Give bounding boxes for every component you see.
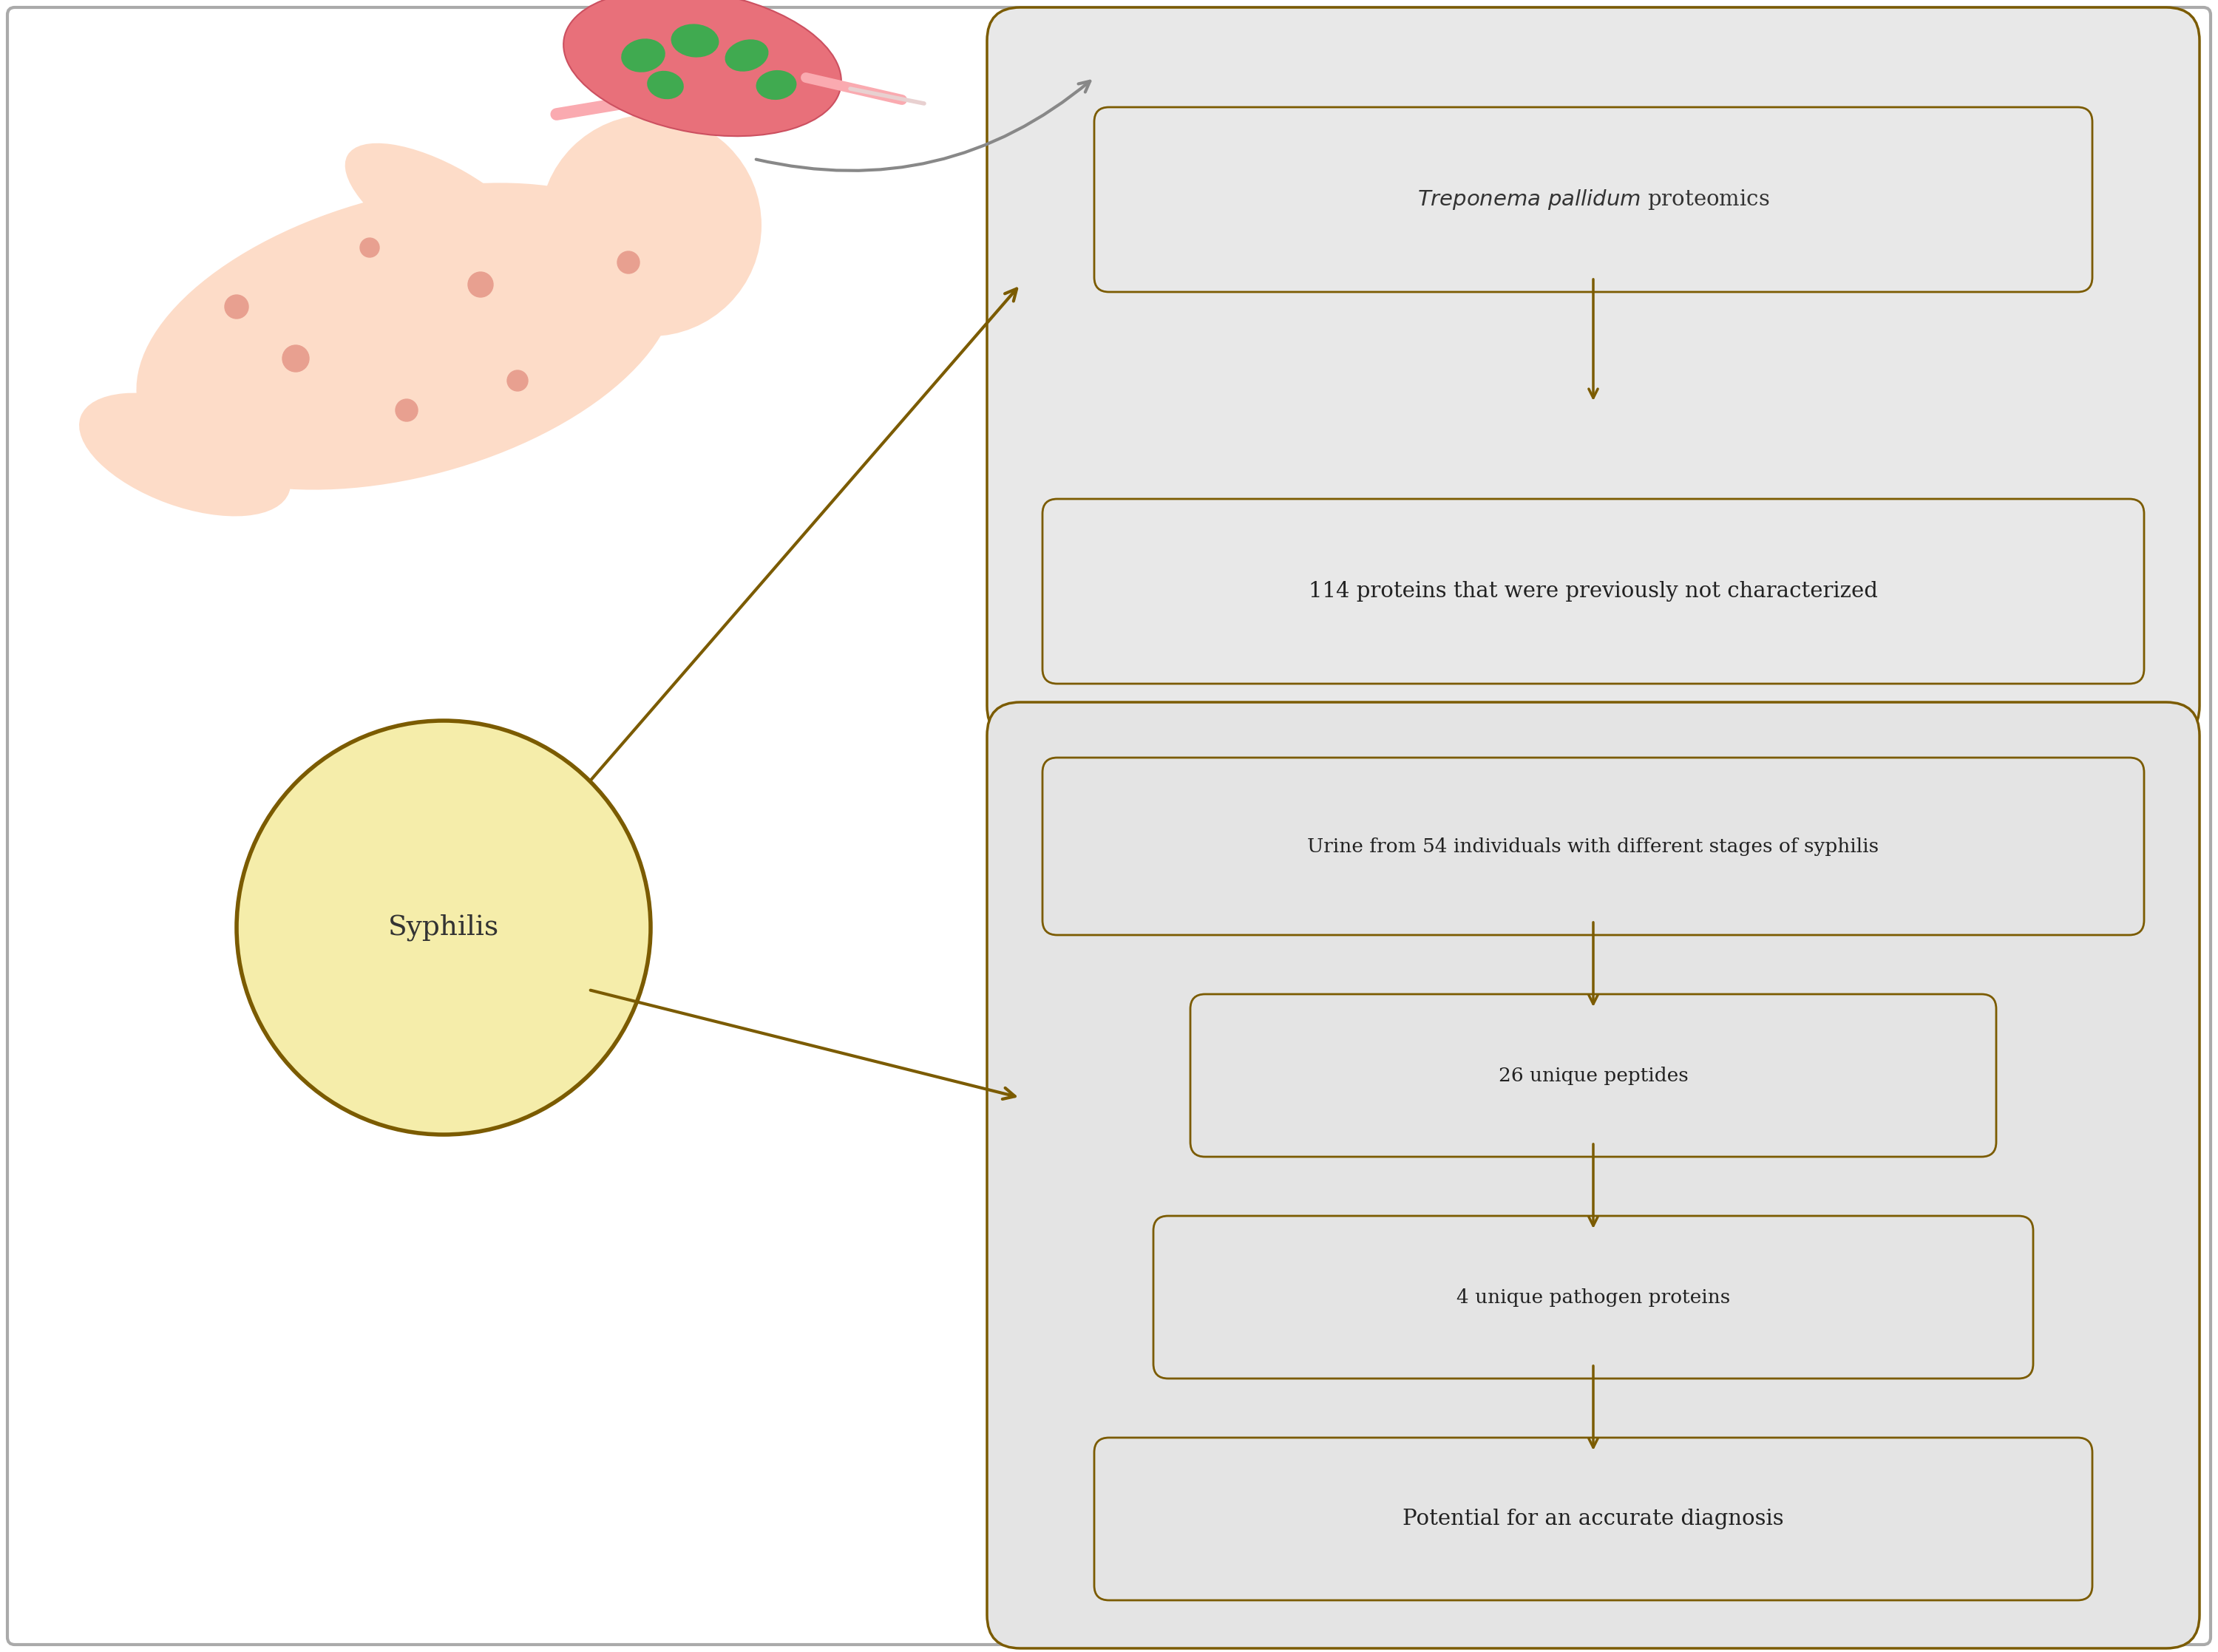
FancyBboxPatch shape xyxy=(1191,995,1996,1156)
Circle shape xyxy=(282,345,308,372)
FancyBboxPatch shape xyxy=(987,702,2200,1649)
Ellipse shape xyxy=(346,144,541,278)
Ellipse shape xyxy=(725,40,767,71)
Circle shape xyxy=(468,273,492,297)
Ellipse shape xyxy=(135,183,676,489)
FancyBboxPatch shape xyxy=(1093,1437,2092,1601)
Text: Syphilis: Syphilis xyxy=(388,914,499,942)
Ellipse shape xyxy=(621,38,665,73)
Circle shape xyxy=(395,400,417,421)
FancyBboxPatch shape xyxy=(987,7,2200,738)
Text: $\it{Treponema\ pallidum}$ proteomics: $\it{Treponema\ pallidum}$ proteomics xyxy=(1417,188,1770,211)
FancyBboxPatch shape xyxy=(1153,1216,2034,1378)
FancyBboxPatch shape xyxy=(7,7,2211,1645)
FancyBboxPatch shape xyxy=(1042,758,2145,935)
Ellipse shape xyxy=(648,71,683,99)
Circle shape xyxy=(359,238,379,258)
Text: 114 proteins that were previously not characterized: 114 proteins that were previously not ch… xyxy=(1309,582,1879,601)
Ellipse shape xyxy=(157,330,362,431)
Ellipse shape xyxy=(672,23,719,58)
Circle shape xyxy=(224,296,248,319)
Text: 26 unique peptides: 26 unique peptides xyxy=(1499,1066,1688,1085)
Circle shape xyxy=(539,114,761,337)
Circle shape xyxy=(508,370,528,392)
Text: 4 unique pathogen proteins: 4 unique pathogen proteins xyxy=(1457,1289,1730,1307)
Ellipse shape xyxy=(80,393,291,515)
Text: Potential for an accurate diagnosis: Potential for an accurate diagnosis xyxy=(1402,1508,1783,1530)
Ellipse shape xyxy=(756,69,796,99)
Circle shape xyxy=(237,720,650,1135)
FancyBboxPatch shape xyxy=(1042,499,2145,684)
FancyBboxPatch shape xyxy=(1093,107,2092,292)
FancyArrowPatch shape xyxy=(557,78,774,114)
Circle shape xyxy=(617,251,639,274)
Text: Urine from 54 individuals with different stages of syphilis: Urine from 54 individuals with different… xyxy=(1306,838,1879,856)
Ellipse shape xyxy=(563,0,841,135)
